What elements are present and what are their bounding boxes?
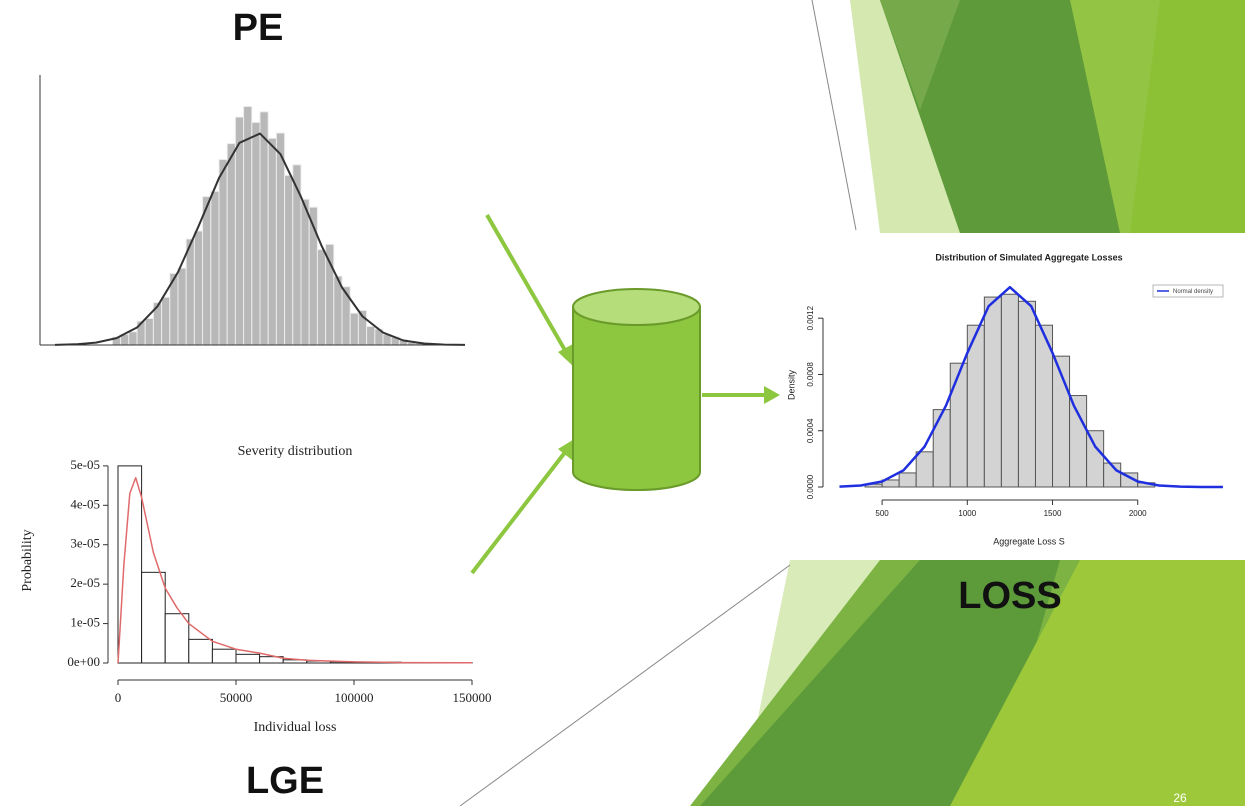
y-tick-label: 0.0012 — [806, 305, 815, 330]
page-number: 26 — [1173, 791, 1187, 805]
bar — [268, 138, 276, 345]
bar — [203, 197, 211, 345]
loss-label: LOSS — [958, 575, 1061, 617]
bar — [186, 239, 194, 345]
lge-label: LGE — [246, 760, 324, 802]
y-tick-label: 1e-05 — [70, 615, 100, 630]
slide: PE LGE LOSS 26 0e+00 1e-05 2e-05 3e-05 4e-05… — [0, 0, 1245, 806]
y-axis-label: Probability — [20, 529, 35, 591]
arrow-head — [764, 386, 780, 404]
y-axis-label: Density — [786, 369, 796, 400]
bar — [916, 452, 933, 487]
x-tick-label: 500 — [875, 509, 889, 518]
bar — [276, 133, 284, 345]
bar — [212, 649, 236, 663]
bar — [235, 117, 243, 345]
bar — [236, 654, 260, 663]
bar — [317, 250, 325, 345]
bar — [142, 572, 166, 663]
bar — [211, 191, 219, 345]
y-tick-label: 0e+00 — [67, 654, 100, 669]
x-tick-label: 1000 — [958, 509, 976, 518]
y-tick-label: 5e-05 — [70, 457, 100, 472]
bar — [301, 199, 309, 345]
x-tick-label: 2000 — [1129, 509, 1147, 518]
thin-line — [812, 0, 856, 230]
cylinder-body — [573, 307, 700, 490]
page: {"labels": {"pe": "PE", "lge": "LGE", "l… — [0, 0, 1245, 806]
bar — [933, 410, 950, 487]
legend-label: Normal density — [1173, 289, 1213, 295]
flow-diagram — [472, 215, 780, 573]
x-tick-label: 100000 — [335, 690, 374, 705]
bar — [145, 319, 153, 346]
x-axis-label: Individual loss — [254, 720, 337, 735]
bar — [285, 175, 293, 345]
bar — [293, 165, 301, 345]
bar — [165, 614, 189, 663]
bar — [326, 244, 334, 345]
y-tick-label: 0.0008 — [806, 362, 815, 387]
bar — [129, 332, 137, 345]
y-tick-label: 0.0004 — [806, 418, 815, 443]
chart-title: Severity distribution — [238, 444, 353, 459]
bar — [194, 231, 202, 345]
x-tick-label: 0 — [115, 690, 122, 705]
cylinder-top — [573, 289, 700, 325]
pe-label: PE — [233, 7, 284, 49]
bar — [227, 144, 235, 345]
bar — [350, 313, 358, 345]
arrow — [487, 215, 566, 352]
x-tick-label: 1500 — [1044, 509, 1062, 518]
bar — [137, 321, 145, 345]
x-tick-label: 50000 — [220, 690, 253, 705]
bar — [1087, 431, 1104, 487]
x-tick-label: 150000 — [453, 690, 492, 705]
y-tick-label: 0.0000 — [806, 474, 815, 499]
bar — [189, 639, 213, 663]
bar — [899, 473, 916, 487]
y-tick-label: 3e-05 — [70, 536, 100, 551]
arrow — [472, 451, 566, 573]
bar — [260, 112, 268, 345]
bar — [219, 160, 227, 346]
bar — [1018, 301, 1035, 487]
x-axis-label: Aggregate Loss S — [993, 536, 1065, 546]
bar — [178, 268, 186, 345]
bar — [367, 326, 375, 345]
bar — [1070, 396, 1087, 487]
bar — [1001, 294, 1018, 487]
bar — [162, 297, 170, 345]
y-tick-label: 2e-05 — [70, 575, 100, 590]
bar — [950, 363, 967, 487]
bar — [342, 287, 350, 345]
y-tick-label: 4e-05 — [70, 496, 100, 511]
bar — [984, 297, 1001, 487]
bar — [244, 107, 252, 346]
chart-title: Distribution of Simulated Aggregate Loss… — [935, 252, 1122, 262]
bar — [252, 122, 260, 345]
